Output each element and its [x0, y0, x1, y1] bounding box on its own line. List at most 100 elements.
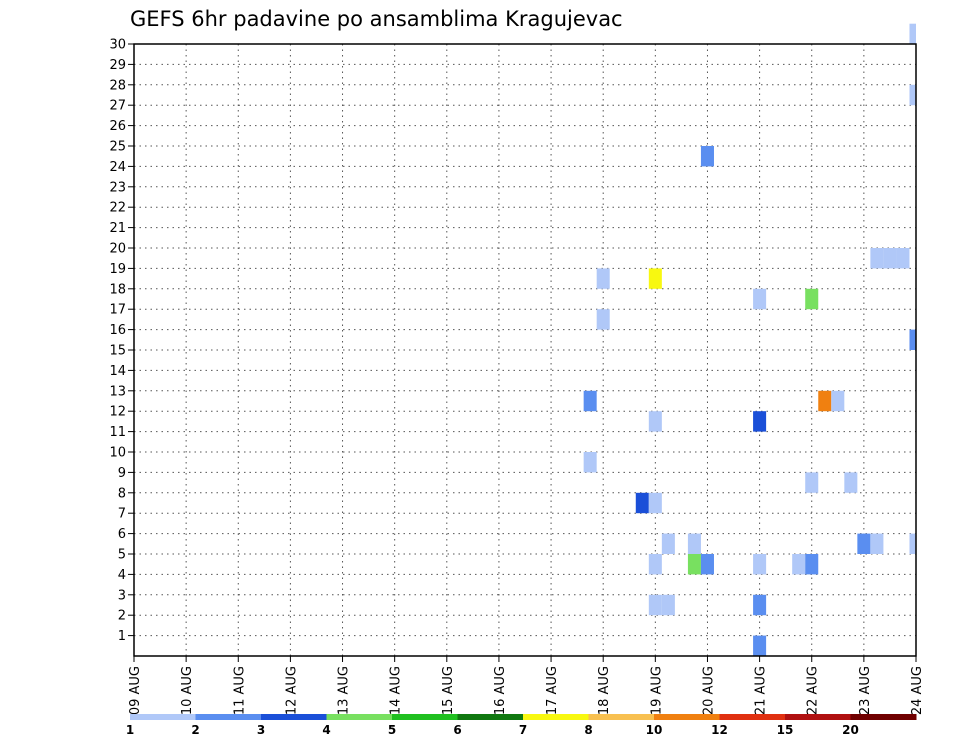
precip-cell	[687, 533, 701, 554]
x-tick-label: 12 AUG	[284, 666, 299, 715]
colorbar-swatch	[785, 714, 851, 720]
y-tick-label: 17	[109, 303, 126, 318]
precip-cell	[648, 554, 662, 575]
y-tick-label: 16	[109, 323, 126, 338]
y-tick-label: 28	[109, 78, 126, 93]
x-axis: 09 AUG 10 AUG 11 AUG 12 AUG 13 AUG 14 AUG 15 A…	[128, 656, 925, 715]
y-tick-label: 26	[109, 119, 126, 134]
x-tick-label: 21 AUG	[754, 666, 769, 715]
precip-cell	[753, 411, 767, 432]
precip-cell	[700, 146, 714, 167]
colorbar-label: 4	[322, 723, 330, 737]
colorbar-swatch	[130, 714, 196, 720]
precip-cell	[792, 554, 806, 575]
precip-cell	[583, 452, 597, 473]
y-tick-label: 11	[109, 425, 126, 440]
x-tick-label: 10 AUG	[180, 666, 195, 715]
precip-cell	[805, 472, 819, 493]
y-tick-label: 25	[109, 140, 126, 155]
precip-cell	[635, 492, 649, 514]
y-tick-label: 10	[109, 446, 126, 461]
x-tick-label: 23 AUG	[858, 666, 873, 715]
colorbar-swatch	[326, 714, 393, 720]
precip-cell	[648, 268, 662, 289]
precip-cell	[831, 390, 845, 412]
x-tick-label: 17 AUG	[545, 666, 560, 715]
precip-cell	[753, 594, 767, 616]
y-tick-label: 7	[118, 507, 126, 522]
precip-cell	[661, 533, 675, 554]
chart-title: GEFS 6hr padavine po ansamblima Kragujev…	[130, 7, 623, 31]
colorbar-label: 10	[646, 723, 663, 737]
precip-cell	[909, 23, 916, 44]
y-tick-label: 5	[118, 548, 126, 563]
colorbar-label: 7	[519, 723, 527, 737]
precip-cell	[896, 248, 910, 269]
precip-cell	[700, 554, 714, 575]
precip-cell	[753, 288, 767, 310]
colorbar-swatch	[588, 714, 655, 720]
colorbar-label: 5	[388, 723, 396, 737]
y-tick-label: 27	[109, 99, 126, 114]
y-tick-label: 19	[109, 262, 126, 277]
colorbar-swatch	[195, 714, 262, 720]
y-axis: 1234567891011121314151617181920212223242…	[109, 38, 134, 644]
precip-cell	[753, 554, 767, 575]
y-tick-label: 20	[109, 242, 126, 257]
colorbar-label: 12	[711, 723, 728, 737]
colorbar-label: 6	[453, 723, 461, 737]
colorbar-label: 8	[584, 723, 592, 737]
y-tick-label: 1	[118, 629, 126, 644]
x-tick-label: 15 AUG	[441, 666, 456, 715]
precip-cell	[909, 84, 916, 106]
precip-cell	[805, 554, 819, 575]
precip-cell	[753, 635, 767, 656]
y-tick-label: 23	[109, 180, 126, 195]
colorbar-swatch	[523, 714, 589, 720]
colorbar-swatch	[850, 714, 917, 720]
data-cells	[583, 23, 916, 656]
precip-cell	[596, 268, 610, 289]
precip-cell	[661, 594, 675, 616]
colorbar-label: 3	[257, 723, 265, 737]
y-tick-label: 3	[118, 588, 126, 603]
y-tick-label: 24	[109, 160, 126, 175]
y-tick-label: 2	[118, 609, 126, 624]
x-tick-label: 09 AUG	[128, 666, 143, 715]
y-tick-label: 15	[109, 344, 126, 359]
precip-cell	[583, 390, 597, 412]
precip-cell	[857, 533, 871, 554]
x-tick-label: 11 AUG	[232, 666, 247, 715]
x-tick-label: 19 AUG	[649, 666, 664, 715]
x-tick-label: 24 AUG	[910, 666, 925, 715]
precip-cell	[883, 248, 897, 269]
colorbar-swatch	[261, 714, 327, 720]
y-tick-label: 21	[109, 221, 126, 236]
precip-cell	[648, 594, 662, 616]
y-tick-label: 12	[109, 405, 126, 420]
colorbar-swatch	[719, 714, 786, 720]
precip-cell	[687, 554, 701, 575]
y-tick-label: 13	[109, 384, 126, 399]
colorbar-label: 20	[842, 723, 859, 737]
x-tick-label: 16 AUG	[493, 666, 508, 715]
x-tick-label: 18 AUG	[597, 666, 612, 715]
precip-cell	[596, 309, 610, 330]
colorbar-swatch	[654, 714, 720, 720]
precip-cell	[818, 390, 832, 412]
colorbar-label: 1	[126, 723, 134, 737]
x-tick-label: 13 AUG	[337, 666, 352, 715]
y-tick-label: 14	[109, 364, 126, 379]
precip-cell	[870, 248, 884, 269]
x-tick-label: 14 AUG	[389, 666, 404, 715]
precip-cell	[805, 288, 819, 310]
colorbar-legend: 1 2 3 4 5 6 7 8 10 12 15 20	[126, 714, 917, 737]
x-tick-label: 20 AUG	[701, 666, 716, 715]
y-tick-label: 4	[118, 568, 126, 583]
y-tick-label: 9	[118, 466, 126, 481]
precip-cell	[909, 533, 916, 554]
y-tick-label: 8	[118, 486, 126, 501]
precip-cell	[648, 411, 662, 432]
x-tick-label: 22 AUG	[806, 666, 821, 715]
